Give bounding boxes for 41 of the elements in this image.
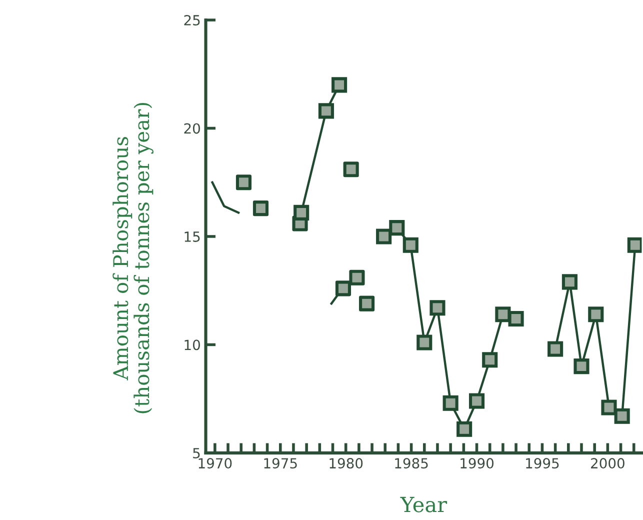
point — [508, 310, 524, 326]
point — [236, 174, 252, 190]
x-tick-label: 2000 — [591, 458, 624, 469]
point — [627, 237, 642, 253]
y-tick-label: 20 — [184, 123, 200, 134]
point — [332, 77, 348, 93]
point — [548, 341, 564, 357]
x-axis-title: Year — [400, 496, 448, 512]
point — [359, 296, 375, 312]
point — [495, 306, 511, 322]
point — [442, 395, 458, 411]
point — [376, 228, 392, 244]
x-tick-label: 1995 — [526, 458, 559, 469]
point — [562, 274, 578, 290]
x-tick-label: 1980 — [330, 458, 363, 469]
point — [252, 200, 269, 216]
point — [318, 103, 334, 119]
point — [294, 204, 310, 220]
x-tick-label: 1985 — [395, 458, 428, 469]
y-tick-label: 10 — [184, 340, 200, 350]
point — [389, 220, 405, 236]
point — [601, 400, 617, 416]
point — [574, 358, 590, 374]
x-tick-label: 1990 — [460, 458, 494, 469]
x-tick-label: 1970 — [198, 458, 232, 469]
point — [335, 280, 352, 296]
point — [343, 162, 359, 178]
point — [614, 408, 630, 424]
y-tick-label: 5 — [193, 448, 200, 458]
point — [482, 352, 498, 368]
point — [416, 334, 432, 350]
point — [349, 270, 365, 286]
x-tick-label: 1975 — [264, 458, 297, 469]
y-axis-title: Amount of Phosphorous (thousands of tonnes per year) — [112, 103, 154, 414]
point — [468, 393, 485, 409]
point — [456, 421, 472, 437]
point — [402, 237, 418, 253]
point — [430, 300, 446, 316]
point — [588, 306, 604, 322]
y-tick-label: 25 — [184, 14, 200, 26]
y-tick-label: 15 — [184, 232, 200, 242]
